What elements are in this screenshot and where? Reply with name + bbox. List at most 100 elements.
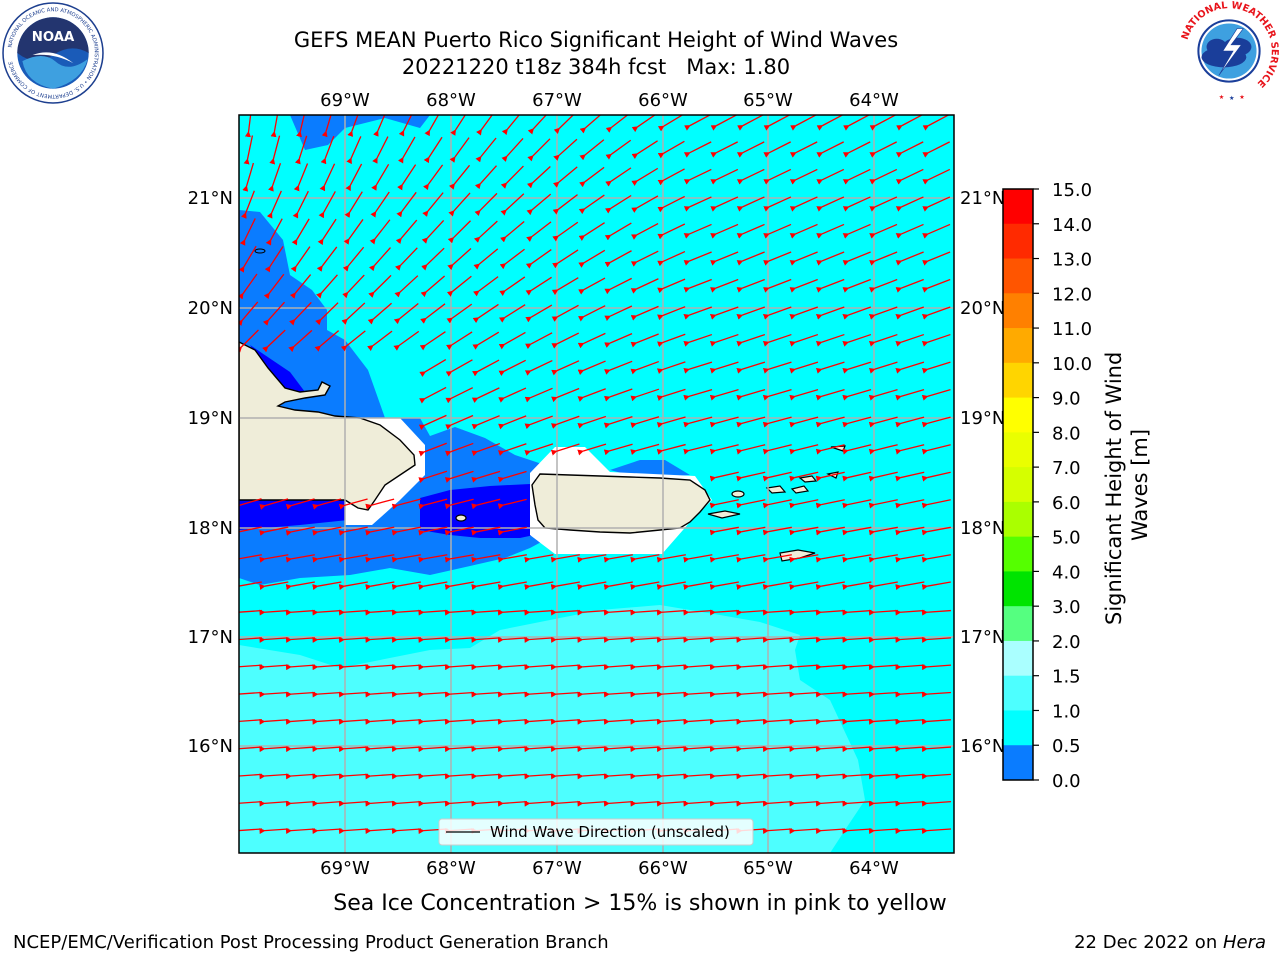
wind-arrow <box>550 581 580 591</box>
wind-arrow <box>338 526 368 536</box>
wind-arrow <box>312 800 342 807</box>
wind-arrow <box>497 498 527 510</box>
colorbar-tick-label: 13.0 <box>1052 250 1092 271</box>
wind-arrow <box>578 194 605 215</box>
wind-arrow <box>319 163 336 192</box>
wind-arrow <box>922 251 951 266</box>
wind-arrow <box>578 277 606 295</box>
puerto-rico-land <box>531 473 711 534</box>
wind-arrow <box>476 115 493 136</box>
wind-arrow <box>656 664 687 671</box>
lat-tick-label: 18°N <box>960 518 1005 539</box>
wind-arrow <box>736 773 766 780</box>
wind-arrow <box>338 718 369 725</box>
lat-tick-label: 21°N <box>188 188 233 209</box>
wind-arrow <box>338 664 369 671</box>
colorbar-tick-label: 10.0 <box>1052 354 1092 375</box>
wind-arrow <box>577 443 607 456</box>
wind-arrow <box>895 499 925 509</box>
wind-arrow <box>630 554 660 563</box>
lon-tick-label: 67°W <box>532 90 582 111</box>
colorbar-tick-label: 3.0 <box>1052 597 1081 618</box>
wind-arrow <box>294 135 308 165</box>
wind-arrow <box>895 333 925 347</box>
wind-arrow <box>418 691 448 698</box>
island <box>455 514 467 522</box>
wind-arrow <box>789 827 819 834</box>
wind-arrow <box>789 168 818 185</box>
colorbar-tick-label: 5.0 <box>1052 528 1081 549</box>
wind-arrow <box>259 636 289 643</box>
wind-arrow <box>895 416 925 428</box>
wind-arrow <box>842 664 872 671</box>
wind-arrow <box>789 223 818 239</box>
wind-arrow <box>288 329 313 352</box>
wind-arrow <box>736 168 765 185</box>
wind-arrow <box>921 746 952 753</box>
wind-arrow <box>524 664 554 671</box>
wind-arrow <box>815 581 845 591</box>
wind-arrow <box>895 800 925 807</box>
wind-arrow <box>553 166 578 188</box>
wind-arrow <box>269 135 281 165</box>
wind-arrow <box>842 223 871 239</box>
wind-arrow <box>550 664 581 671</box>
wind-arrow <box>551 332 580 349</box>
wind-arrow <box>268 163 282 192</box>
wind-arrow <box>418 470 448 483</box>
colorbar-tick-label: 1.5 <box>1052 667 1081 688</box>
wind-arrow <box>397 164 417 191</box>
wind-arrow <box>789 389 819 401</box>
wind-arrow <box>895 168 924 185</box>
wind-arrow <box>312 498 342 510</box>
wind-arrow <box>709 581 739 591</box>
lat-tick-label: 16°N <box>960 736 1005 757</box>
colorbar-segment <box>1003 467 1033 503</box>
wind-arrow <box>497 773 528 780</box>
wind-arrow <box>552 194 578 215</box>
wind-arrow <box>656 636 687 643</box>
wind-arrow <box>736 800 766 807</box>
wind-arrow <box>370 191 390 218</box>
wind-arrow <box>815 664 846 671</box>
wind-arrow <box>921 526 951 536</box>
wind-arrow <box>789 609 819 616</box>
wind-arrow <box>842 251 871 266</box>
wind-arrow <box>422 192 444 217</box>
wind-arrow <box>472 331 500 350</box>
wind-arrow <box>868 499 898 509</box>
map-legend: Wind Wave Direction (unscaled) <box>438 818 754 846</box>
wind-arrow <box>471 498 501 510</box>
wind-arrow <box>630 718 660 725</box>
colorbar-tick-label: 12.0 <box>1052 284 1092 305</box>
wind-arrow <box>605 139 632 160</box>
wind-arrow <box>630 305 659 321</box>
wind-arrow <box>630 333 659 348</box>
wind-arrow <box>473 248 499 270</box>
wind-arrow <box>259 773 289 780</box>
wind-arrow <box>471 609 501 616</box>
wind-arrow <box>736 196 765 212</box>
wind-arrow <box>736 416 766 428</box>
wind-arrow <box>736 471 766 482</box>
wind-arrow <box>789 306 819 320</box>
wind-arrow <box>868 444 898 455</box>
lon-tick-label: 66°W <box>638 858 688 879</box>
wind-arrow <box>578 222 605 241</box>
wind-arrow <box>365 691 395 698</box>
colorbar-segment <box>1003 189 1033 225</box>
wind-arrow <box>789 526 819 536</box>
wind-arrow <box>603 554 633 563</box>
wind-arrow <box>684 115 712 131</box>
colorbar-segment <box>1003 745 1033 781</box>
wind-arrow <box>418 554 448 563</box>
wind-arrow <box>603 581 633 591</box>
colorbar-tick-label: 7.0 <box>1052 458 1081 479</box>
lat-tick-label: 17°N <box>188 627 233 648</box>
wind-arrow <box>242 162 255 192</box>
wind-arrow <box>444 800 475 807</box>
colorbar-tick-label: 6.0 <box>1052 493 1081 514</box>
wind-arrow <box>815 471 845 482</box>
wind-arrow <box>868 827 899 834</box>
wind-arrow <box>710 278 739 293</box>
